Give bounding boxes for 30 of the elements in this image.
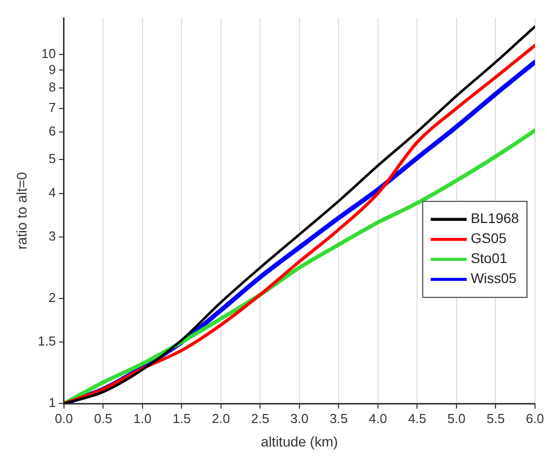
y-tick-label: 6 [48, 123, 56, 138]
y-tick-label: 9 [48, 62, 56, 77]
x-tick-label: 3.5 [330, 410, 348, 426]
legend-label: GS05 [470, 230, 507, 246]
x-tick-label: 3.0 [290, 410, 308, 426]
y-tick-label: 3 [48, 228, 56, 244]
x-tick-label: 2.0 [212, 410, 230, 426]
x-tick-label: 4.0 [368, 410, 387, 426]
y-axis-title: ratio to alt=0 [13, 172, 30, 250]
x-tick-label: 2.5 [251, 410, 270, 426]
y-tick-label: 4 [48, 184, 56, 200]
y-tick-label: 10 [41, 46, 56, 61]
x-tick-label: 6.0 [526, 410, 544, 426]
x-tick-label: 5.0 [447, 410, 466, 426]
x-tick-label: 1.0 [133, 410, 152, 426]
x-tick-label: 0.0 [54, 410, 73, 426]
y-tick-label: 1 [48, 395, 56, 410]
x-axis-title: altitude (km) [260, 433, 338, 450]
y-tick-label: 1.5 [38, 334, 56, 349]
legend-label: BL1968 [470, 210, 520, 226]
x-tick-label: 0.5 [94, 410, 112, 426]
x-tick-label: 5.5 [486, 410, 505, 426]
x-tick-label: 1.5 [172, 410, 191, 426]
legend-label: Sto01 [470, 250, 508, 266]
y-tick-label: 7 [48, 100, 56, 115]
legend-label: Wiss05 [470, 270, 517, 286]
y-tick-label: 5 [48, 151, 56, 166]
x-tick-label: 4.5 [408, 410, 426, 426]
y-tick-label: 2 [48, 290, 56, 306]
y-tick-label: 8 [48, 80, 56, 95]
